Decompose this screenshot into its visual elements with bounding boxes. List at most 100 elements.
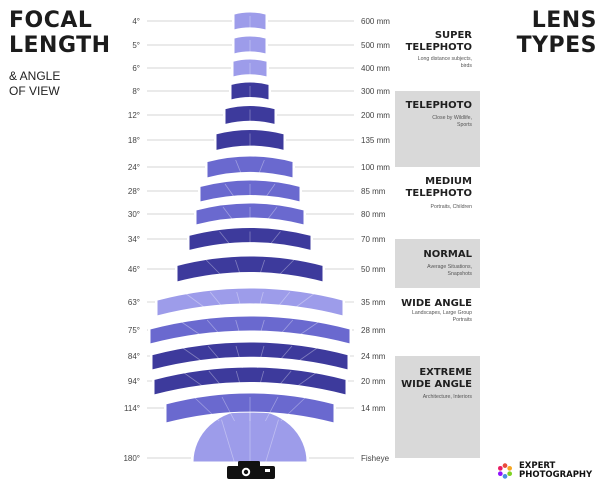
band-ray — [289, 319, 322, 343]
lens-type-name: WIDE ANGLE — [401, 298, 472, 309]
focal-length-label: 135 mm — [361, 136, 390, 145]
angle-label: 180° — [123, 454, 140, 463]
band-ray — [222, 206, 236, 224]
lens-type-name: TELEPHOTO — [406, 42, 472, 53]
band-ray — [257, 370, 265, 394]
focal-length-label: 70 mm — [361, 235, 386, 244]
expert-photography-logo — [497, 463, 513, 479]
angle-label: 24° — [128, 163, 140, 172]
focal-length-label: 200 mm — [361, 111, 390, 120]
lens-type-description: Snapshots — [447, 271, 472, 277]
angle-band-24 — [206, 155, 294, 179]
band-ray — [286, 291, 317, 315]
title-left-line2: LENGTH — [9, 33, 111, 58]
angle-band-28 — [199, 179, 301, 203]
focal-length-label: 24 mm — [361, 352, 386, 361]
lens-type-description: birds — [461, 63, 473, 69]
band-ray — [193, 396, 220, 422]
band-ray — [235, 159, 243, 177]
lens-type-name: TELEPHOTO — [406, 100, 472, 111]
angle-band-shape — [233, 35, 267, 55]
band-ray — [236, 291, 244, 315]
brand-footer: EXPERT PHOTOGRAPHY — [496, 462, 592, 480]
lens-type-shade — [395, 239, 480, 288]
band-ray — [207, 345, 228, 369]
angle-band-84 — [151, 341, 349, 371]
angle-band-34 — [188, 227, 312, 252]
angle-band-shape — [215, 129, 285, 152]
angle-of-view-subtitle: & ANGLE OF VIEW — [9, 69, 60, 99]
angle-label: 12° — [128, 111, 140, 120]
focal-length-label: 50 mm — [361, 265, 386, 274]
band-ray — [265, 396, 279, 422]
angle-label: 94° — [128, 377, 140, 386]
lens-type-name: NORMAL — [423, 249, 472, 260]
angle-band-shape — [206, 155, 294, 179]
angle-band-12 — [224, 105, 276, 126]
angle-band-shape — [153, 366, 347, 396]
band-ray — [221, 419, 235, 463]
angle-band-63 — [156, 287, 344, 317]
lens-type-description: Portraits, Children — [430, 204, 472, 210]
angle-band-4 — [233, 11, 267, 31]
band-ray — [256, 291, 264, 315]
band-ray — [221, 396, 235, 422]
band-ray — [208, 370, 228, 394]
focal-length-label: 100 mm — [361, 163, 390, 172]
angle-label: 46° — [128, 265, 140, 274]
angle-band-shape — [232, 58, 268, 78]
lens-type-name: TELEPHOTO — [406, 188, 472, 199]
subtitle-line1: & ANGLE — [9, 69, 61, 83]
angle-band-shape — [165, 392, 335, 424]
angle-label: 34° — [128, 235, 140, 244]
angle-band-shape — [151, 341, 349, 371]
lens-type-description: Architecture, Interiors — [423, 394, 473, 400]
lens-type-name: SUPER — [435, 30, 472, 41]
band-ray — [265, 419, 279, 463]
angle-band-shape — [149, 315, 351, 345]
lens-type-name: WIDE ANGLE — [401, 379, 472, 390]
angle-band-shape — [156, 287, 344, 317]
band-ray — [273, 259, 295, 281]
angle-label: 8° — [132, 87, 140, 96]
focal-length-label: 300 mm — [361, 87, 390, 96]
angle-band-8 — [230, 81, 270, 101]
angle-band-shape — [188, 227, 312, 252]
band-ray — [224, 183, 237, 201]
title-left-line1: FOCAL — [9, 8, 93, 33]
angle-label: 75° — [128, 326, 140, 335]
focal-length-label: 80 mm — [361, 210, 386, 219]
brand-line2: PHOTOGRAPHY — [519, 470, 593, 480]
angle-band-30 — [195, 202, 305, 226]
band-ray — [235, 370, 243, 394]
angle-band-94 — [153, 366, 347, 396]
angle-band-shape — [176, 255, 324, 283]
band-ray — [205, 259, 227, 281]
angle-label: 84° — [128, 352, 140, 361]
lens-type-shade — [395, 91, 480, 167]
band-ray — [266, 231, 281, 249]
angle-band-6 — [232, 58, 268, 78]
angle-label: 4° — [132, 17, 140, 26]
angle-label: 63° — [128, 298, 140, 307]
lens-type-description: Portraits — [453, 317, 473, 323]
band-ray — [257, 259, 265, 281]
band-ray — [271, 291, 291, 315]
angle-band-114 — [165, 392, 335, 424]
band-ray — [179, 345, 212, 369]
band-ray — [219, 231, 234, 249]
lens-types-title: LENS TYPES — [517, 8, 597, 58]
band-ray — [235, 259, 243, 281]
brand-line1: EXPERT — [519, 461, 556, 471]
camera-icon — [227, 461, 275, 479]
lens-type-description: Long distance subjects, — [418, 56, 472, 62]
band-ray — [209, 291, 229, 315]
band-ray — [181, 370, 213, 394]
angle-band-shape — [224, 105, 276, 126]
focal-length-label: 400 mm — [361, 64, 390, 73]
band-ray — [272, 345, 293, 369]
